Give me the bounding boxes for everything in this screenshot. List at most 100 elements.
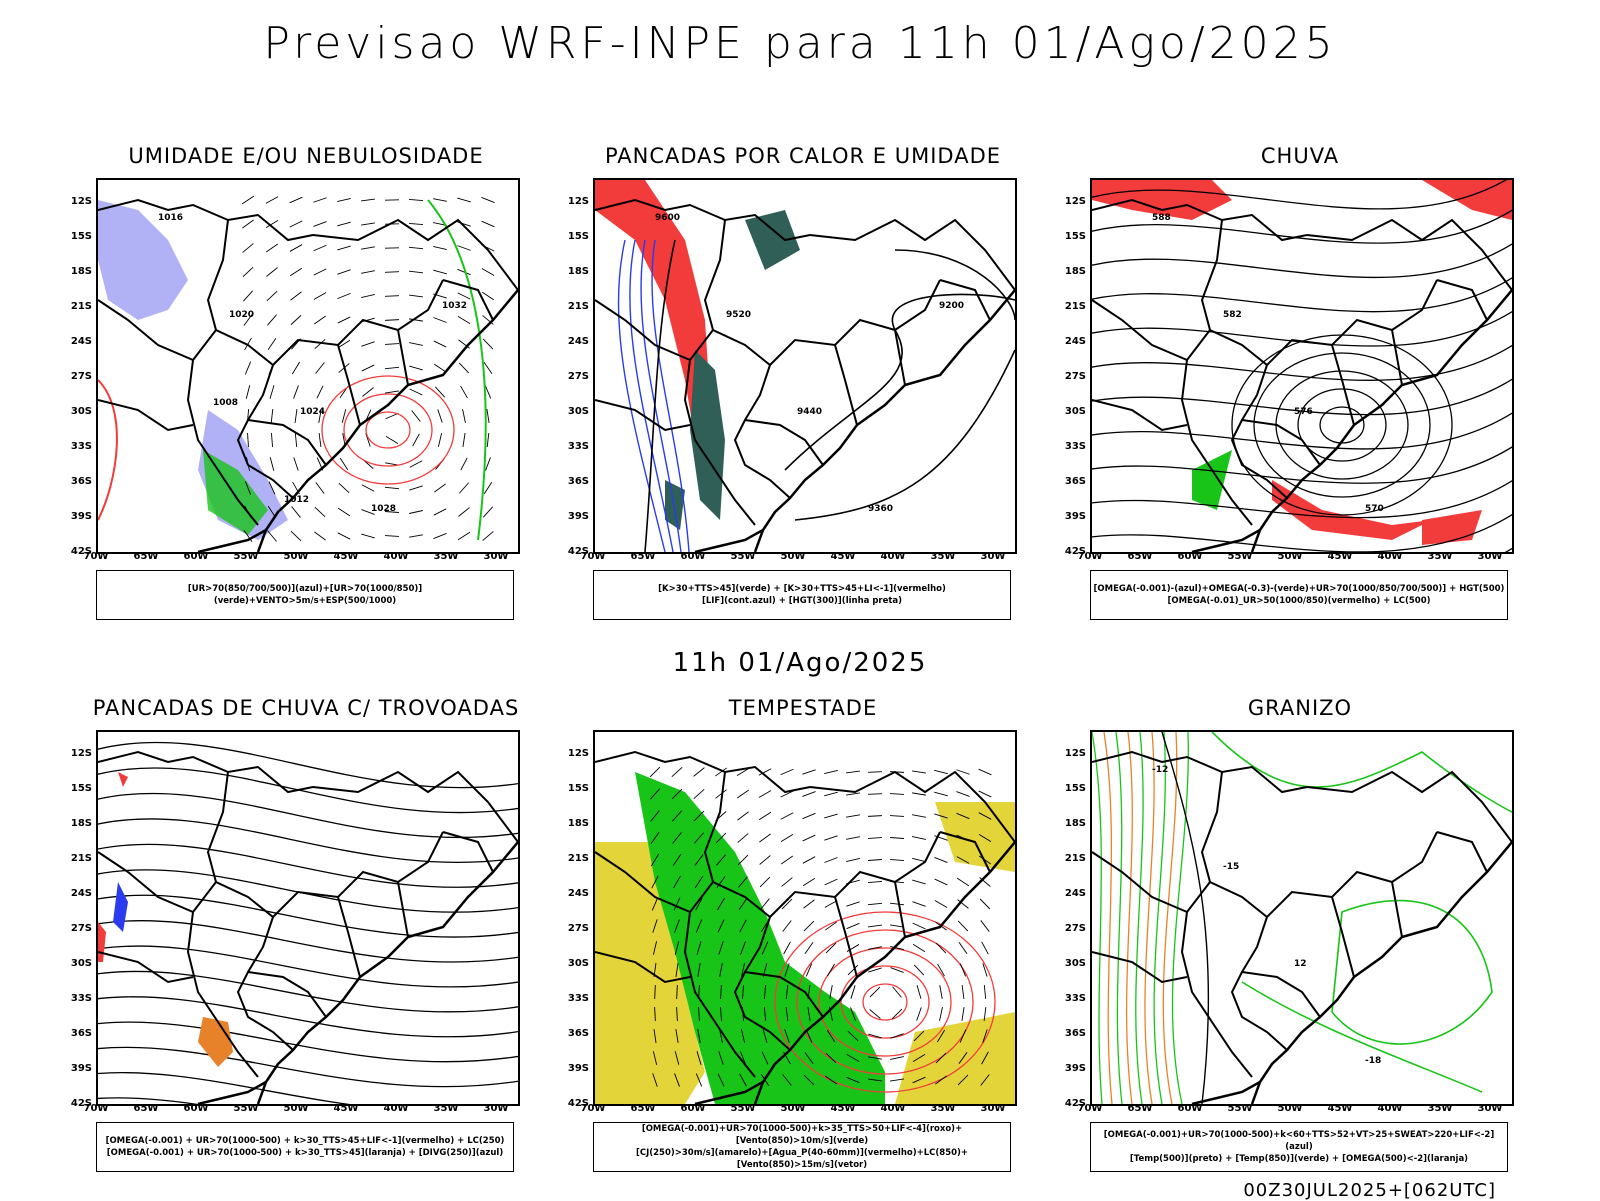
contour-label: -18 [1365, 1056, 1381, 1066]
lat-tick-label: 39S [561, 511, 589, 522]
wind-vector [738, 833, 749, 842]
map-border [1307, 772, 1512, 842]
wind-vector [759, 812, 771, 820]
wind-vector [433, 199, 447, 202]
lon-tick-label: 50W [276, 551, 316, 562]
wind-vector [962, 985, 964, 999]
lat-tick-label: 30S [64, 406, 92, 417]
wind-vector [940, 985, 942, 999]
panel-title: TEMPESTADE [573, 696, 1033, 720]
lat-tick-label: 12S [64, 748, 92, 759]
wind-vector [361, 199, 375, 201]
wind-vector [362, 365, 375, 371]
lon-tick-label: 35W [426, 1103, 466, 1114]
map-border [835, 345, 857, 425]
wind-vector [759, 834, 770, 842]
wind-vector [314, 245, 327, 251]
wind-vector [363, 388, 374, 397]
map-canvas[interactable] [96, 730, 520, 1106]
panel-title: PANCADAS DE CHUVA C/ TROVOADAS [76, 696, 536, 720]
wind-vector [781, 813, 793, 820]
wind-vector [434, 509, 446, 515]
wind-vector [243, 267, 253, 277]
map-canvas[interactable] [593, 730, 1017, 1106]
wind-vector [314, 269, 327, 275]
wind-vector [761, 899, 770, 910]
panel-title: GRANIZO [1070, 696, 1530, 720]
wind-vector [934, 770, 948, 773]
wind-vector [434, 364, 446, 372]
wind-vector [868, 925, 882, 927]
wind-vector [463, 433, 465, 447]
wind-vector [981, 920, 989, 931]
wind-vector [409, 271, 423, 273]
lat-tick-label: 15S [1058, 231, 1086, 242]
lon-tick-label: 65W [623, 551, 663, 562]
wind-vector [266, 197, 278, 204]
wind-vector [956, 770, 969, 774]
wind-vector [482, 292, 494, 300]
wind-vector [913, 923, 926, 929]
wind-vector [339, 483, 349, 493]
lat-tick-label: 33S [1058, 993, 1086, 1004]
wind-vector [458, 532, 470, 539]
wind-vector [824, 814, 837, 818]
streamline [98, 844, 518, 887]
lon-tick-label: 60W [176, 551, 216, 562]
lon-tick-label: 35W [923, 1103, 963, 1114]
lon-tick-label: 50W [773, 1103, 813, 1114]
wind-vector [295, 433, 296, 447]
shaded-area [198, 1017, 233, 1067]
wind-vector [890, 925, 904, 927]
wind-vector [784, 942, 791, 954]
lon-tick-label: 50W [1270, 551, 1310, 562]
lat-tick-label: 39S [561, 1063, 589, 1074]
panel-title: CHUVA [1070, 144, 1530, 168]
wind-vector [243, 291, 252, 301]
wind-vector [781, 834, 793, 841]
wind-vector [314, 316, 325, 324]
legend-line: [OMEGA(-0.01)_UR>50(1000/850)(vermelho) … [1091, 595, 1507, 607]
legend-line: [K>30+TTS>45](verde) + [K>30+TTS>45+LI<-… [594, 583, 1010, 595]
map-border [1202, 772, 1267, 917]
wind-vector [804, 921, 814, 931]
lat-tick-label: 12S [64, 196, 92, 207]
map-border [208, 772, 273, 917]
wind-vector [760, 877, 770, 887]
contour-label: 9600 [655, 213, 680, 223]
lat-tick-label: 15S [64, 783, 92, 794]
map-border [443, 280, 493, 320]
lat-tick-label: 21S [561, 853, 589, 864]
lon-tick-label: 65W [1120, 551, 1160, 562]
map-border [208, 220, 273, 365]
lon-tick-label: 50W [1270, 1103, 1310, 1114]
wind-vector [890, 794, 904, 795]
lon-tick-label: 55W [723, 1103, 763, 1114]
map-border [1267, 280, 1437, 365]
wind-vector [868, 881, 882, 882]
legend-line: [LIF](cont.azul) + [HGT(300)](linha pret… [594, 595, 1010, 607]
wind-vector [982, 942, 989, 954]
wind-vector [461, 386, 468, 398]
map-border [98, 400, 193, 430]
wind-vector [290, 197, 303, 203]
legend-line: [OMEGA(-0.001) + UR>70(1000-500) + k>30_… [97, 1147, 513, 1159]
lon-tick-label: 70W [573, 1103, 613, 1114]
wind-vector [316, 482, 324, 493]
map-border [98, 952, 193, 982]
wind-vector [294, 457, 298, 470]
wind-vector [313, 198, 326, 202]
streamline [98, 742, 518, 787]
main-title: Previsao WRF-INPE para 11h 01/Ago/2025 [0, 18, 1600, 69]
map-border [695, 530, 763, 552]
lon-tick-label: 60W [1170, 1103, 1210, 1114]
wind-vector [314, 532, 325, 540]
lon-tick-label: 65W [126, 1103, 166, 1114]
lon-tick-label: 45W [1320, 551, 1360, 562]
map-border [940, 280, 990, 320]
lat-tick-label: 27S [561, 923, 589, 934]
